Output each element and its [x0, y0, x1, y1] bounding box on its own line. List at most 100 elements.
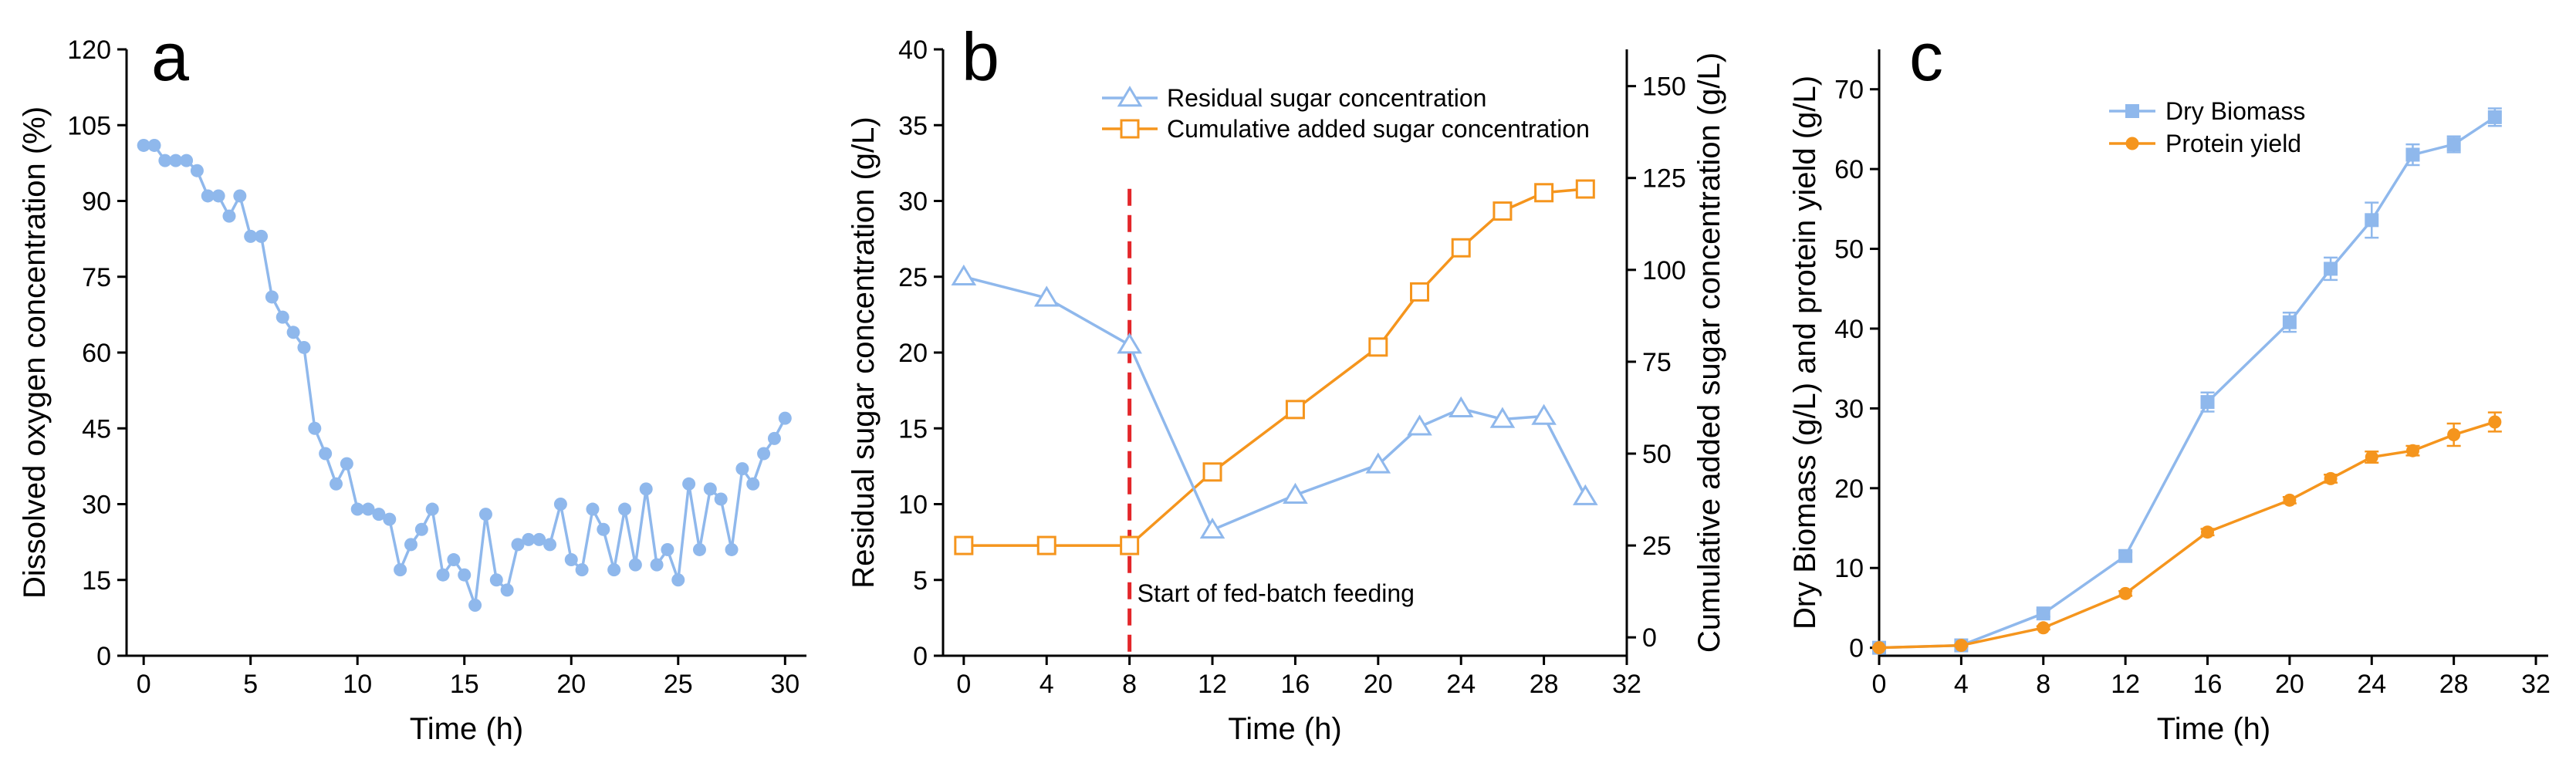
residual-sugar-point	[1407, 414, 1432, 436]
residual-sugar-line	[963, 275, 1587, 532]
x-tick-label: 25	[664, 670, 693, 699]
dissolved-oxygen-point	[703, 482, 717, 496]
dissolved-oxygen-point	[319, 447, 333, 461]
cumulative-sugar-point	[1368, 337, 1388, 357]
dissolved-oxygen-point	[169, 154, 183, 167]
dissolved-oxygen-point	[180, 154, 194, 167]
y-tick-label: 40	[1834, 315, 1864, 344]
x-tick-label: 4	[1040, 670, 1054, 699]
y-tick-label: 0	[913, 642, 928, 671]
dissolved-oxygen-point	[586, 502, 600, 516]
dissolved-oxygen-point	[190, 164, 204, 177]
x-tick-label: 28	[2439, 670, 2469, 699]
dissolved-oxygen-point	[350, 502, 364, 516]
residual-sugar-point	[1033, 285, 1060, 307]
dissolved-oxygen-point	[575, 563, 589, 577]
protein-yield-point	[2201, 525, 2215, 539]
dissolved-oxygen-point	[372, 508, 386, 522]
x-tick-label: 16	[2193, 670, 2223, 699]
legend-label: Cumulative added sugar concentration	[1167, 115, 1590, 143]
y-axis-right-title: Cumulative added sugar concentration (g/…	[1692, 52, 1726, 653]
dissolved-oxygen-point	[714, 492, 728, 506]
y-tick-label: 75	[82, 263, 111, 292]
cumulative-sugar-point	[1120, 535, 1140, 555]
dissolved-oxygen-point	[478, 508, 492, 522]
y-tick-label: 90	[82, 187, 111, 217]
dry-biomass-point	[2036, 606, 2050, 621]
y-tick-label: 0	[96, 642, 111, 671]
legend-b: Residual sugar concentration Cumulative a…	[1102, 84, 1590, 143]
x-tick-label: 28	[1530, 670, 1559, 699]
dissolved-oxygen-point	[255, 229, 269, 243]
x-axis-title: Time (h)	[2157, 712, 2270, 746]
x-tick-label: 16	[1281, 670, 1310, 699]
dissolved-oxygen-point	[297, 340, 311, 354]
cumulative-sugar-point	[1410, 282, 1430, 302]
y-axis-title: Dissolved oxygen concentration (%)	[18, 106, 52, 599]
legend-label: Protein yield	[2165, 130, 2301, 157]
dissolved-oxygen-point	[383, 512, 397, 526]
cumulative-sugar-point	[1202, 462, 1222, 482]
y-axis-title: Residual sugar concentration (g/L)	[847, 116, 881, 588]
dissolved-oxygen-point	[522, 532, 536, 546]
protein-yield-point	[2365, 450, 2378, 464]
y-tick-label: 15	[898, 414, 928, 444]
panel-letter-b: b	[962, 19, 999, 95]
panel-c: 0 4 8 12 16 20 24 28 32 0 10 20 30 40 50 60 70 Time (h) Dr…	[1788, 19, 2551, 746]
y-tick-label: 50	[1834, 235, 1864, 265]
y-right-tick-label: 100	[1642, 256, 1686, 285]
x-tick-label: 24	[1446, 670, 1476, 699]
cumulative-sugar-point	[954, 535, 974, 555]
dissolved-oxygen-point	[394, 563, 407, 577]
dissolved-oxygen-point	[244, 229, 258, 243]
y-tick-label: 20	[1834, 474, 1864, 504]
y-axis-title: Dry Biomass (g/L) and protein yield (g/L…	[1788, 76, 1822, 630]
protein-yield-point	[1872, 641, 1886, 655]
dissolved-oxygen-point	[746, 477, 760, 491]
y-tick-label: 30	[1834, 394, 1864, 424]
dissolved-oxygen-point	[500, 583, 514, 597]
dissolved-oxygen-point	[682, 477, 696, 491]
legend-swatch-marker	[2125, 104, 2139, 118]
x-axis-title: Time (h)	[1228, 712, 1341, 746]
residual-sugar-point	[1283, 482, 1308, 504]
dissolved-oxygen-point	[650, 558, 664, 572]
dissolved-oxygen-point	[757, 447, 771, 461]
cumulative-sugar-point	[1575, 179, 1595, 199]
dissolved-oxygen-point	[361, 502, 375, 516]
x-tick-label: 20	[1364, 670, 1393, 699]
dissolved-oxygen-point	[340, 457, 353, 471]
residual-sugar-point	[1573, 484, 1598, 505]
dissolved-oxygen-point	[628, 558, 642, 572]
dry-biomass-point	[2446, 137, 2461, 152]
dissolved-oxygen-point	[597, 522, 610, 536]
dry-biomass-point	[2487, 110, 2502, 124]
residual-sugar-point	[1531, 403, 1557, 425]
residual-sugar-point	[1489, 407, 1516, 428]
y-tick-label: 0	[1849, 634, 1864, 663]
x-tick-label: 20	[2275, 670, 2304, 699]
protein-yield-point	[2405, 444, 2419, 457]
x-tick-label: 5	[243, 670, 258, 699]
y-tick-label: 35	[898, 111, 928, 140]
residual-sugar-point	[1117, 332, 1142, 354]
protein-yield-line	[1878, 420, 2496, 650]
y-tick-label: 5	[913, 566, 928, 596]
y-right-tick-label: 25	[1642, 532, 1672, 561]
y-right-tick-label: 0	[1642, 623, 1657, 653]
dissolved-oxygen-point	[671, 573, 685, 587]
dissolved-oxygen-point	[137, 138, 150, 152]
dissolved-oxygen-point	[725, 542, 739, 556]
legend-swatch-marker	[1117, 86, 1143, 107]
panel-letter-c: c	[1909, 19, 1943, 95]
dissolved-oxygen-point	[265, 290, 279, 304]
dissolved-oxygen-point	[233, 189, 247, 203]
dissolved-oxygen-point	[330, 477, 343, 491]
protein-yield-point	[2447, 428, 2461, 442]
dissolved-oxygen-point	[511, 538, 525, 552]
dissolved-oxygen-line	[144, 143, 786, 607]
dissolved-oxygen-point	[607, 563, 621, 577]
dissolved-oxygen-point	[201, 189, 215, 203]
